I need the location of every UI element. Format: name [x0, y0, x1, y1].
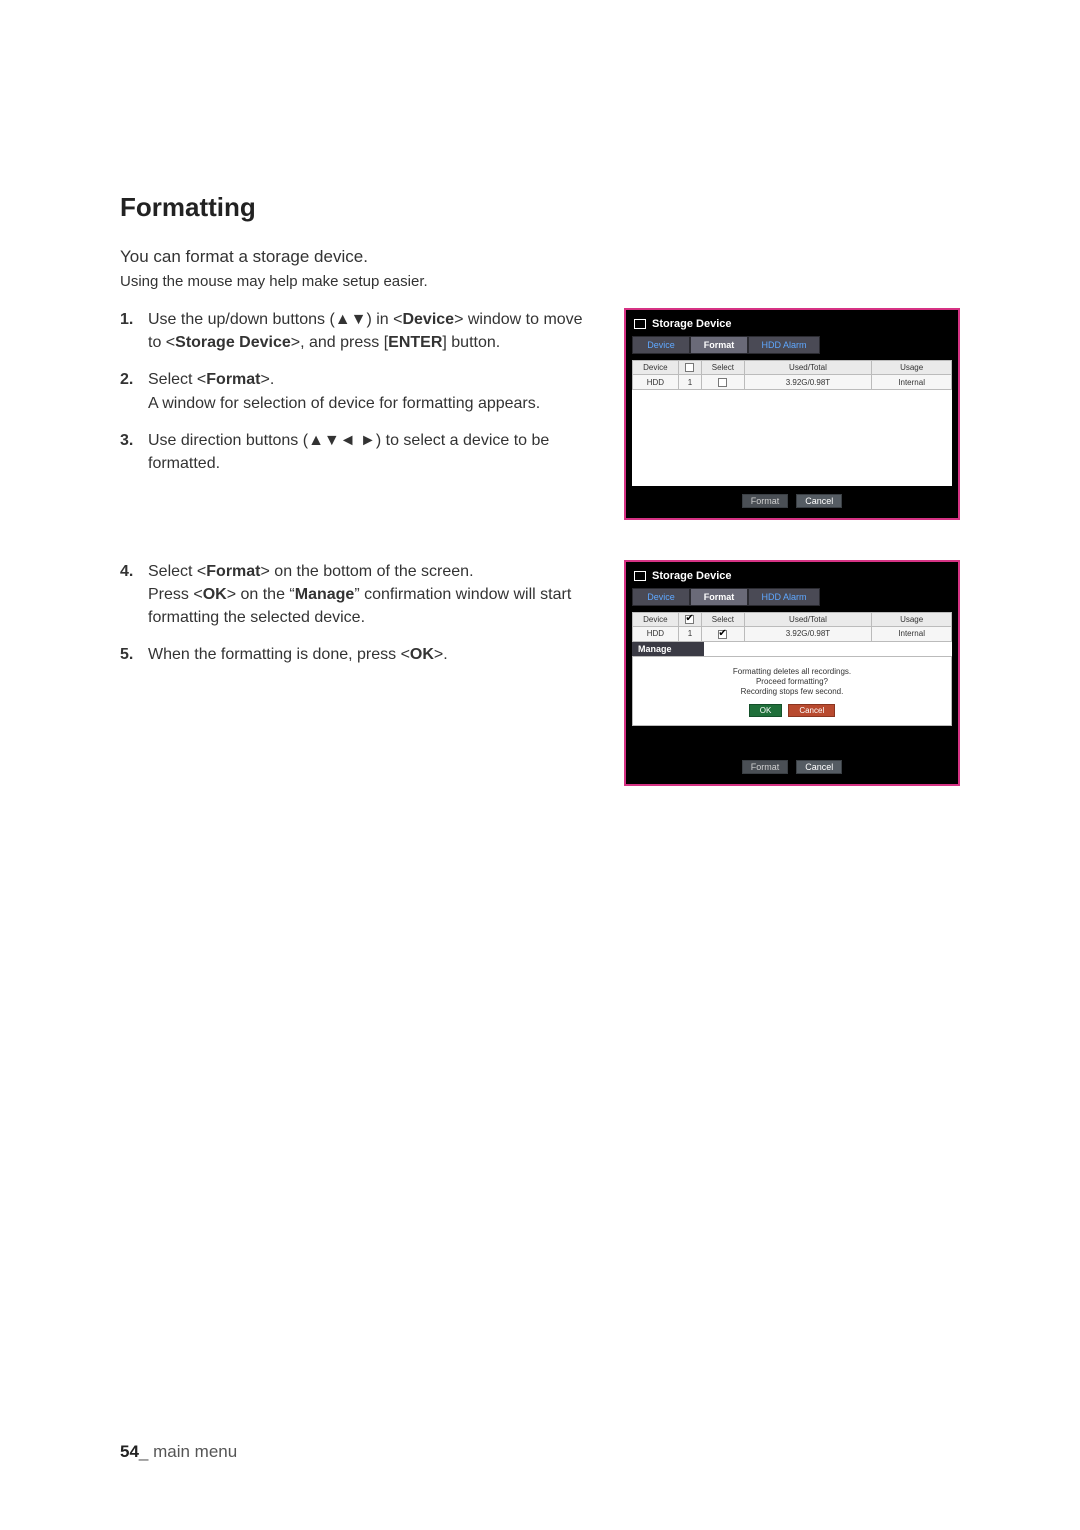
step-number: 5.: [120, 643, 140, 666]
col-check-all[interactable]: [678, 361, 701, 375]
manage-line: Recording stops few second.: [639, 687, 945, 697]
step-item: 2.Select <Format>.A window for selection…: [120, 368, 600, 414]
col-used-total: Used/Total: [744, 361, 872, 375]
tabs: Device Format HDD Alarm: [632, 588, 952, 606]
step-text: Use the up/down buttons (▲▼) in <Device>…: [148, 308, 600, 354]
hint-text: Using the mouse may help make setup easi…: [120, 273, 960, 290]
section-title: Formatting: [120, 192, 960, 223]
col-used-total: Used/Total: [744, 612, 872, 626]
manage-line: Formatting deletes all recordings.: [639, 667, 945, 677]
step-number: 3.: [120, 429, 140, 475]
cell-device: HDD: [633, 627, 679, 641]
tab-format[interactable]: Format: [690, 588, 748, 606]
cell-used-total: 3.92G/0.98T: [744, 627, 872, 641]
table-row[interactable]: HDD 1 3.92G/0.98T Internal: [633, 375, 952, 389]
cancel-button[interactable]: Cancel: [788, 704, 835, 717]
steps-list-a: 1.Use the up/down buttons (▲▼) in <Devic…: [120, 308, 600, 475]
manage-dialog: Manage Formatting deletes all recordings…: [632, 642, 952, 726]
screenshot-format-1: Storage Device Device Format HDD Alarm D…: [624, 308, 960, 520]
col-device: Device: [633, 612, 679, 626]
cell-num: 1: [678, 627, 701, 641]
col-usage: Usage: [872, 612, 952, 626]
page-number: 54: [120, 1442, 139, 1461]
tab-device[interactable]: Device: [632, 336, 690, 354]
cell-checkbox[interactable]: [702, 627, 745, 641]
cell-num: 1: [678, 375, 701, 389]
steps-list-b: 4.Select <Format> on the bottom of the s…: [120, 560, 600, 667]
cell-device: HDD: [633, 375, 679, 389]
col-select: Select: [702, 612, 745, 626]
tab-format[interactable]: Format: [690, 336, 748, 354]
cancel-button[interactable]: Cancel: [796, 760, 842, 774]
manage-line: Proceed formatting?: [639, 677, 945, 687]
intro-text: You can format a storage device.: [120, 247, 960, 267]
device-table: Device Select Used/Total Usage HDD 1 3.9…: [632, 360, 952, 390]
window-icon: [634, 319, 646, 329]
step-text: Select <Format>.A window for selection o…: [148, 368, 540, 414]
screenshot-format-2: Storage Device Device Format HDD Alarm D…: [624, 560, 960, 786]
manage-title: Manage: [632, 642, 704, 656]
step-number: 1.: [120, 308, 140, 354]
window-title: Storage Device: [632, 316, 952, 336]
cell-used-total: 3.92G/0.98T: [744, 375, 872, 389]
cancel-button[interactable]: Cancel: [796, 494, 842, 508]
tab-hdd-alarm[interactable]: HDD Alarm: [748, 336, 820, 354]
col-select: Select: [702, 361, 745, 375]
tab-hdd-alarm[interactable]: HDD Alarm: [748, 588, 820, 606]
col-device: Device: [633, 361, 679, 375]
checkbox-icon[interactable]: [685, 363, 694, 372]
step-item: 3.Use direction buttons (▲▼◄ ►) to selec…: [120, 429, 600, 475]
format-button[interactable]: Format: [742, 760, 789, 774]
table-row[interactable]: HDD 1 3.92G/0.98T Internal: [633, 627, 952, 641]
window-icon: [634, 571, 646, 581]
format-button[interactable]: Format: [742, 494, 789, 508]
checkbox-icon[interactable]: [718, 378, 727, 387]
page-footer: 54_ main menu: [120, 1442, 237, 1462]
window-title: Storage Device: [632, 568, 952, 588]
cell-usage: Internal: [872, 375, 952, 389]
step-text: When the formatting is done, press <OK>.: [148, 643, 448, 666]
window-title-text: Storage Device: [652, 570, 731, 582]
col-check-all[interactable]: [678, 612, 701, 626]
step-item: 5. When the formatting is done, press <OK…: [120, 643, 600, 666]
step-item: 1.Use the up/down buttons (▲▼) in <Devic…: [120, 308, 600, 354]
col-usage: Usage: [872, 361, 952, 375]
cell-usage: Internal: [872, 627, 952, 641]
step-item: 4.Select <Format> on the bottom of the s…: [120, 560, 600, 630]
ok-button[interactable]: OK: [749, 704, 783, 717]
checkbox-icon[interactable]: [685, 615, 694, 624]
footer-label: main menu: [153, 1442, 237, 1461]
step-number: 2.: [120, 368, 140, 414]
step-text: Select <Format> on the bottom of the scr…: [148, 560, 600, 630]
tab-device[interactable]: Device: [632, 588, 690, 606]
device-table: Device Select Used/Total Usage HDD 1 3.9…: [632, 612, 952, 642]
step-number: 4.: [120, 560, 140, 630]
checkbox-icon[interactable]: [718, 630, 727, 639]
cell-checkbox[interactable]: [702, 375, 745, 389]
step-text: Use direction buttons (▲▼◄ ►) to select …: [148, 429, 600, 475]
window-title-text: Storage Device: [652, 318, 731, 330]
tabs: Device Format HDD Alarm: [632, 336, 952, 354]
